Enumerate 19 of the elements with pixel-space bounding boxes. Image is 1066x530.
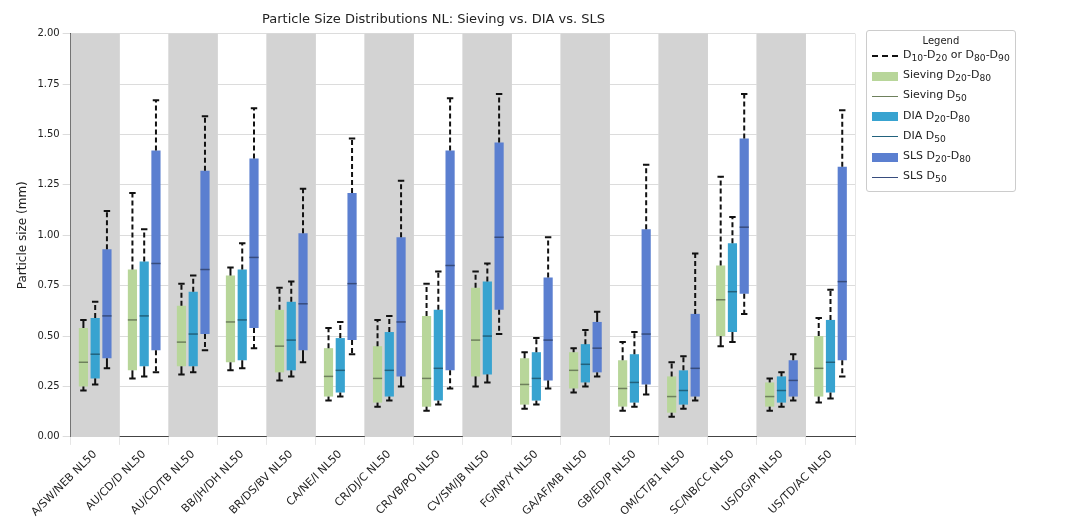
y-tick-label: 2.00	[37, 27, 60, 39]
text: Sieving D$_{50}$	[903, 87, 967, 106]
y-tick-label: 0.75	[37, 279, 60, 291]
legend-label: DIA D$_{20}$-D$_{80}$	[903, 107, 970, 126]
text: DIA D$_{50}$	[903, 127, 946, 146]
y-tick-label: 0.50	[37, 329, 60, 341]
y-tick-label: 1.00	[37, 228, 60, 240]
legend-label: SLS D$_{20}$-D$_{80}$	[903, 147, 971, 167]
y-tick-label: 0.25	[37, 380, 60, 392]
y-tick-label: 0.00	[37, 430, 60, 442]
legend-title: Legend	[921, 35, 961, 46]
y-tick-label: 1.25	[37, 178, 60, 190]
y-axis-title: Particle size (mm)	[15, 181, 30, 290]
text: SLS D$_{50}$	[903, 168, 947, 187]
legend-label: Sieving D$_{20}$-D$_{80}$	[903, 67, 992, 86]
chart-title: Particle Size Distributions NL: Sieving vs. DIA vs. SLS	[261, 11, 606, 27]
text: D$_{10}$-D$_{20}$ or D$_{80}$-D$_{90}$	[903, 47, 1010, 66]
y-tick-label: 1.50	[37, 128, 60, 140]
y-tick-label: 1.75	[37, 77, 60, 89]
